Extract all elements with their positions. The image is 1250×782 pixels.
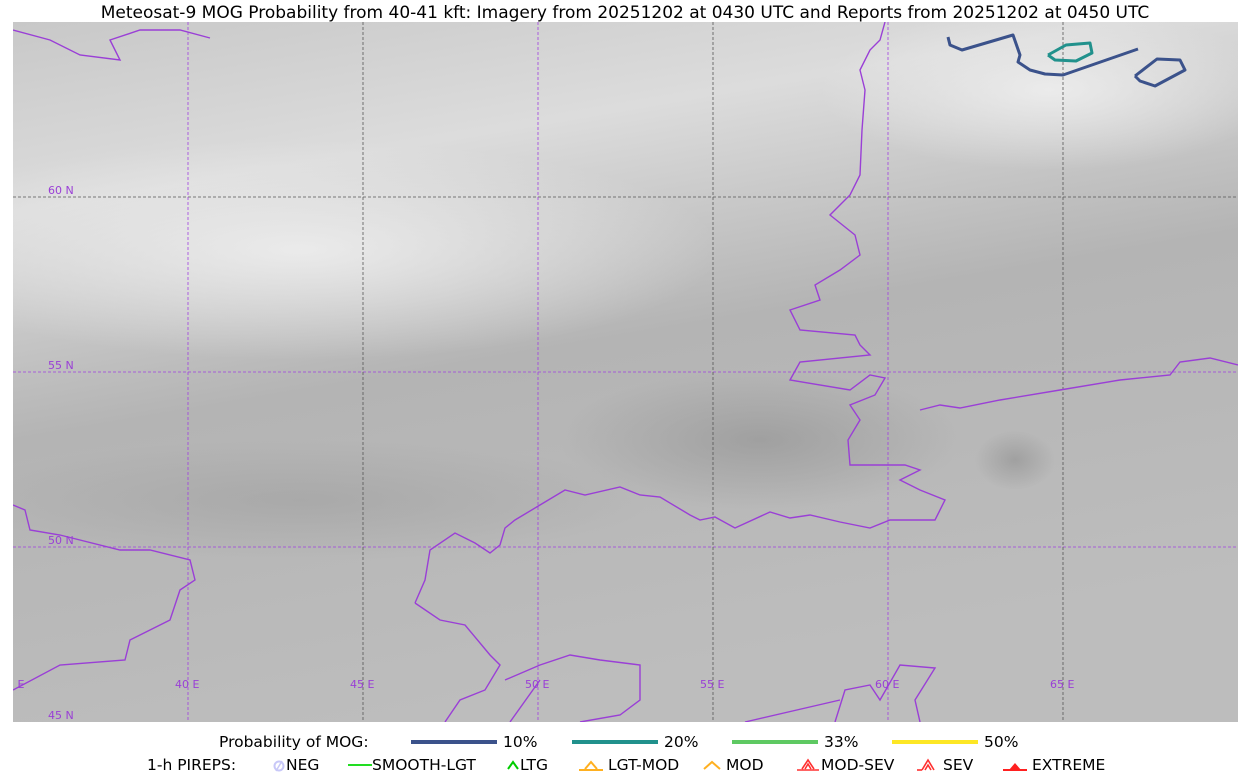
legend-label: 20% [664,733,699,751]
legend-item-33: 33% [732,733,858,751]
lon-label: 65 E [1050,678,1074,691]
legend-item-50: 50% [892,733,1018,751]
legend-item-smooth-lgt: SMOOTH-LGT [348,756,476,774]
legend-item-mod: MOD [702,756,764,774]
swatch-50 [892,740,978,744]
lat-label: 60 N [48,184,74,197]
legend-label: SEV [943,756,974,774]
caret-icon [507,760,519,770]
swatch-10 [411,740,497,744]
mog-contour-10 [1133,57,1187,88]
caret-icon [703,760,721,770]
mog-contours [946,33,1187,88]
legend-label: NEG [286,756,320,774]
lat-label: 45 N [48,709,74,722]
legend-item-extreme: EXTREME [1002,756,1105,774]
lon-label: 50 E [525,678,549,691]
lon-label: 60 E [875,678,899,691]
mog-legend-label: Probability of MOG: [219,733,369,751]
coastlines [13,22,1238,722]
mog-contour-10 [946,33,1139,77]
legend-item-10: 10% [411,733,537,751]
legend-label: LGT-MOD [608,756,680,774]
legend-label: SMOOTH-LGT [372,756,476,774]
legend-item-neg: NEG [272,756,319,774]
legend-item-mod-sev: MOD-SEV [797,756,894,774]
chart-title: Meteosat-9 MOG Probability from 40-41 kf… [100,3,1150,23]
lon-label: 40 E [175,678,199,691]
lat-label: 55 N [48,359,74,372]
satellite-map: 60 N 55 N 50 N 45 N 35 E 40 E 45 E 50 E … [13,22,1238,722]
legend-item-ltg: LTG [506,756,548,774]
cloud-band [13,140,720,360]
legend-item-20: 20% [572,733,698,751]
mog-contour-20 [1047,41,1094,63]
legend-item-lgt-mod: LGT-MOD [578,756,679,774]
line-icon [348,764,372,766]
swatch-20 [572,740,658,744]
cloud-band [820,22,1238,170]
lon-label: 55 E [700,678,724,691]
legend-label: MOD [726,756,764,774]
legend-label: 50% [984,733,1019,751]
lon-label: 35 E [13,678,24,691]
legend-label: 33% [824,733,859,751]
pirep-legend: 1-h PIREPS: NEG SMOOTH-LGT LTG LGT-MOD M… [0,756,1250,776]
legend-label: EXTREME [1032,756,1106,774]
vortex [975,430,1055,490]
lon-label: 45 E [350,678,374,691]
double-caret-bar-icon [797,758,819,771]
pirep-legend-label: 1-h PIREPS: [147,756,237,774]
legend-item-sev: SEV [917,756,973,774]
grid-labels: 60 N 55 N 50 N 45 N 35 E 40 E 45 E 50 E … [13,184,1074,722]
legend-label: MOD-SEV [821,756,895,774]
legend-label: 10% [503,733,538,751]
dry-slot [13,440,650,560]
filled-triangle-icon [1003,763,1027,771]
lat-label: 50 N [48,534,74,547]
neg-circle-icon [273,760,285,772]
dry-slot [560,370,960,510]
mog-legend: Probability of MOG: 10% 20% 33% 50% [0,733,1250,753]
swatch-33 [732,740,818,744]
caret-bar-icon [579,760,603,771]
double-caret-icon [917,758,935,771]
graticule [13,22,1238,722]
legend-label: LTG [520,756,548,774]
